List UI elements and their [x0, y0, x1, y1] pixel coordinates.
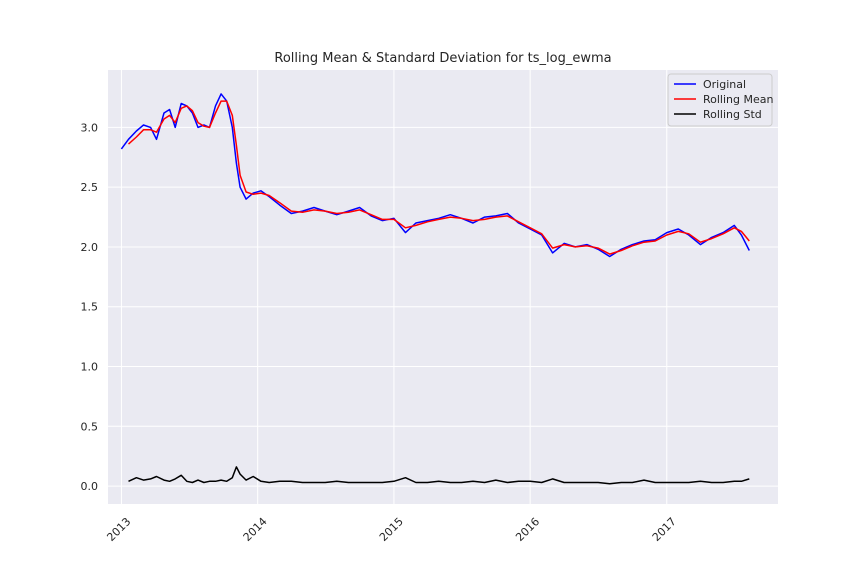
grid-lines: [108, 70, 778, 504]
legend-label: Original: [703, 78, 746, 91]
y-tick-label: 0.5: [81, 420, 99, 433]
legend-label: Rolling Std: [703, 108, 762, 121]
y-tick-label: 3.0: [81, 121, 99, 134]
legend: Original Rolling Mean Rolling Std: [667, 73, 773, 127]
y-tick-label: 1.5: [81, 301, 99, 314]
y-tick-label: 2.5: [81, 181, 99, 194]
y-tick-label: 2.0: [81, 241, 99, 254]
y-tick-label: 1.0: [81, 361, 99, 374]
series-rolling-std-line: [128, 466, 750, 485]
legend-frame: [667, 73, 773, 127]
y-tick-label: 0.0: [81, 480, 99, 493]
series-original-line: [120, 93, 750, 258]
plot-area: [108, 70, 778, 504]
series-rolling-mean-line: [127, 100, 750, 255]
chart-title: Rolling Mean & Standard Deviation for ts…: [274, 51, 611, 66]
series-lines: [120, 93, 750, 485]
legend-label: Rolling Mean: [703, 93, 773, 106]
